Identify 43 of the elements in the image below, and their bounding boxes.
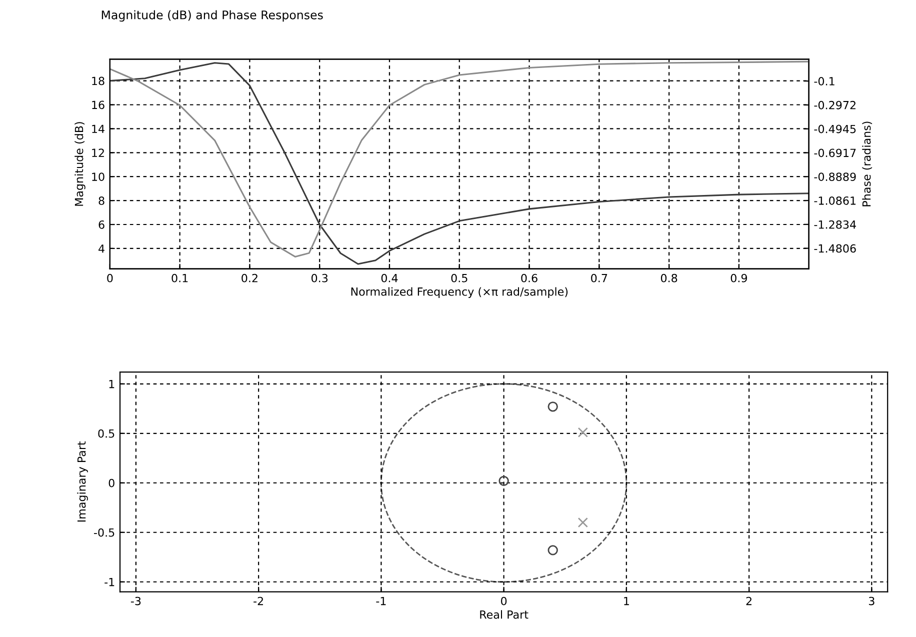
x-tick-label: 0.4 [381, 274, 398, 282]
x-tick-label: -1 [376, 596, 386, 606]
chart-title: Magnitude (dB) and Phase Responses [102, 10, 323, 22]
y-tick-label: -1 [104, 578, 114, 586]
y2-tick-label: -1.4806 [814, 244, 856, 253]
x-tick-label: 0.1 [172, 274, 188, 282]
y-tick-label: 12 [92, 148, 104, 157]
x-tick-label: 0.9 [730, 274, 747, 282]
y-axis-title: Imaginary Part [77, 441, 88, 522]
x-tick-label: 0.5 [451, 274, 468, 282]
y-axis-title: Magnitude (dB) [74, 122, 86, 206]
x-tick-label: 2 [746, 596, 752, 606]
x-tick-label: -2 [254, 596, 263, 606]
y-tick-label: 14 [92, 124, 104, 133]
x-tick-label: 0.2 [242, 274, 258, 282]
y-tick-label: 4 [98, 244, 104, 253]
x-tick-label: 0.8 [660, 274, 678, 282]
y2-axis-title: Phase (radians) [862, 122, 872, 206]
y-tick-label: 1 [109, 380, 114, 388]
y-tick-label: 16 [92, 100, 104, 110]
y2-tick-label: -0.8889 [814, 172, 856, 181]
y-tick-label: 8 [98, 196, 104, 205]
x-tick-label: -3 [130, 596, 141, 606]
y2-tick-label: -1.0861 [814, 196, 856, 205]
x-tick-label: 0.7 [591, 274, 608, 282]
x-tick-label: 0.6 [521, 274, 538, 282]
x-tick-label: 0.3 [311, 274, 328, 282]
y-tick-label: 6 [98, 220, 104, 229]
x-tick-label: 1 [624, 596, 629, 606]
y2-tick-label: -0.1 [814, 77, 834, 86]
x-axis-title: Normalized Frequency (×π rad/sample) [351, 287, 568, 298]
y2-tick-label: -0.6917 [814, 148, 856, 158]
y2-tick-label: -0.2972 [814, 100, 856, 110]
y-tick-label: 0.5 [98, 429, 114, 438]
y-tick-label: 18 [92, 76, 104, 86]
x-axis-title: Real Part [480, 610, 528, 619]
x-tick-label: 3 [868, 596, 874, 606]
y-tick-label: -0.5 [94, 528, 114, 537]
y-tick-label: 0 [108, 478, 114, 488]
y2-tick-label: -1.2834 [814, 220, 856, 229]
y-tick-label: 10 [92, 172, 104, 181]
y2-tick-label: -0.4945 [814, 124, 856, 134]
x-tick-label: 0 [501, 596, 507, 606]
